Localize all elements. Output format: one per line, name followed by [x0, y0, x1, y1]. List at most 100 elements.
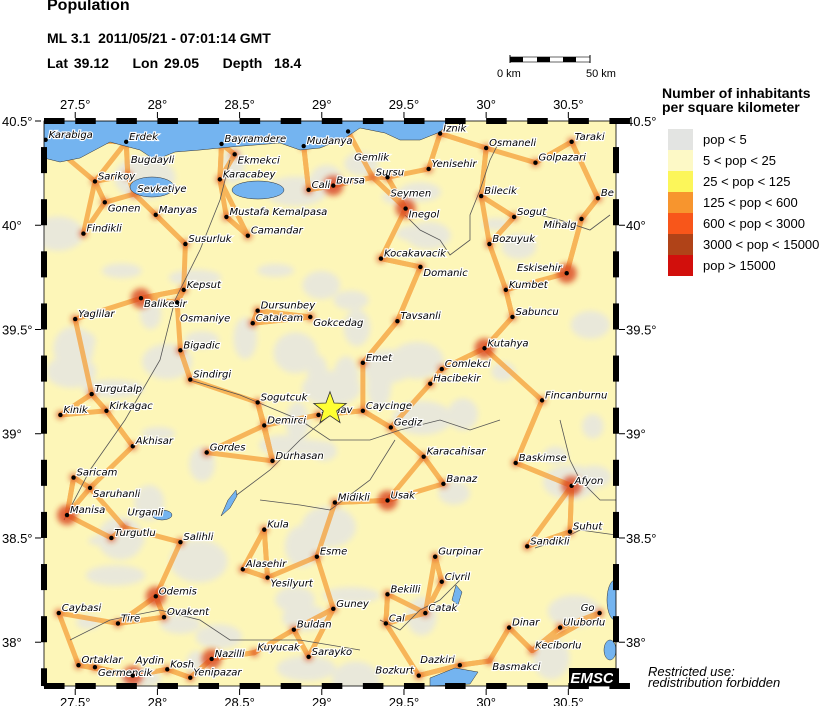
city-basmakci: Basmakci — [491, 661, 542, 674]
city-dot — [426, 166, 431, 172]
city-dot — [115, 621, 121, 626]
road-corridor — [57, 391, 95, 418]
city-label: Bekilli — [391, 584, 421, 595]
city-sogutcuk: Sogutcuk — [255, 391, 310, 405]
city-dot — [306, 654, 311, 660]
road-corridor — [378, 256, 423, 270]
city-dot — [360, 360, 366, 366]
city-dot — [130, 673, 135, 678]
road-corridor — [437, 131, 489, 151]
city-sindirgi: Sindirgi — [188, 368, 232, 382]
city-dot — [567, 529, 573, 534]
road-corridor — [174, 299, 183, 353]
city-label: Kutahya — [488, 338, 529, 349]
legend-swatch — [668, 234, 693, 255]
city-dot — [240, 567, 246, 572]
city-mudanya: Mudanya — [301, 135, 354, 149]
city-turgutlu: Turgutlu — [109, 527, 157, 541]
city-dot — [291, 627, 297, 632]
lake-isikli — [451, 584, 463, 606]
city-be: Be — [595, 187, 615, 201]
city-cali: Cali — [306, 179, 332, 193]
city-mustafa-kemalpasa: Mustafa Kemalpasa — [224, 206, 328, 220]
city-dot — [511, 214, 517, 220]
low-pop-patch — [82, 379, 145, 398]
city-comlekci: Comlekci — [439, 358, 492, 372]
city-dot — [416, 673, 421, 678]
city-label: Hacibekir — [433, 374, 481, 385]
city-dot — [378, 256, 384, 261]
road-corridor — [265, 554, 320, 581]
frame-segment — [41, 616, 47, 643]
lat-tick-label-right: 39.5° — [626, 322, 657, 337]
low-pop-patch — [275, 439, 335, 455]
legend-label: 600 < pop < 3000 — [703, 216, 805, 231]
city-kula: Kula — [262, 519, 290, 532]
road-corridor — [394, 264, 423, 324]
road-corridor — [360, 408, 394, 430]
city-banaz: Banaz — [441, 473, 479, 486]
city-dot — [432, 554, 438, 559]
road-corridor — [102, 191, 137, 205]
border-line — [259, 439, 396, 511]
city-label: Findikli — [86, 224, 122, 235]
legend-label: pop < 5 — [703, 132, 747, 147]
city-label: Kepsut — [187, 280, 222, 291]
city-gordes: Gordes — [204, 441, 247, 455]
city-label: Karacabey — [223, 169, 277, 180]
city-label: Fincanburnu — [545, 390, 607, 401]
legend-item: 25 < pop < 125 — [668, 171, 819, 192]
restricted-use-notice: Restricted use: redistribution forbidden — [648, 665, 780, 689]
city-label: Gonen — [108, 203, 141, 214]
city-label: Usak — [391, 490, 417, 501]
frame-segment — [321, 118, 343, 124]
lat-tick-label: 38.5° — [2, 531, 33, 546]
road-corridor — [122, 525, 183, 545]
frame-segment — [613, 668, 619, 686]
city-dot — [138, 296, 144, 301]
city-bekilli: Bekilli — [385, 583, 422, 597]
city-dazkiri: Dazkiri — [419, 654, 463, 668]
urban-area — [123, 171, 132, 180]
city-dot — [439, 579, 444, 584]
city-turgutalp: Turgutalp — [89, 383, 143, 397]
city-label: Yesilyurt — [271, 579, 314, 590]
legend-swatch — [668, 213, 693, 234]
road-corridor — [478, 193, 492, 247]
road-corridor — [87, 485, 128, 531]
city-label: Caybasi — [62, 603, 102, 614]
road-corridor — [56, 610, 82, 668]
city-kosh: Kosh — [165, 658, 195, 672]
frame-segment — [280, 118, 302, 124]
city-dinar: Dinar — [506, 617, 541, 630]
city-dot — [219, 141, 224, 147]
city-dot — [506, 625, 512, 630]
city-label: Sindirgi — [193, 370, 231, 381]
low-pop-patch — [233, 317, 257, 360]
lat-tick-label-right: 38° — [626, 635, 646, 650]
lon-tick-label-bottom: 30.5° — [553, 695, 584, 706]
frame-segment — [445, 118, 466, 124]
frame-segment — [527, 118, 548, 124]
event-location: Lat 39.12 Lon 29.05 Depth 18.4 — [47, 55, 302, 71]
city-guney: Guney — [331, 598, 371, 612]
city-dot — [569, 483, 574, 489]
city-label: Demirci — [267, 415, 306, 426]
border-line — [379, 579, 461, 631]
city-gonen: Gonen — [102, 200, 142, 215]
legend-swatch — [668, 171, 693, 192]
city-eskisehir: Eskisehir — [516, 262, 569, 276]
city-label: Cali — [312, 180, 331, 191]
city-label: Bigadic — [183, 340, 220, 351]
city-dot — [597, 610, 602, 616]
border-line — [229, 414, 331, 501]
city-yenisehir: Yenisehir — [426, 158, 478, 172]
city-label: Manisa — [70, 505, 105, 516]
low-pop-patch — [276, 655, 336, 682]
road-corridor — [532, 139, 575, 166]
road-corridor — [457, 658, 492, 668]
city-label: Dazkiri — [420, 655, 455, 666]
city-dot — [255, 308, 260, 313]
frame-segment — [239, 118, 261, 124]
city-dot — [153, 212, 158, 218]
